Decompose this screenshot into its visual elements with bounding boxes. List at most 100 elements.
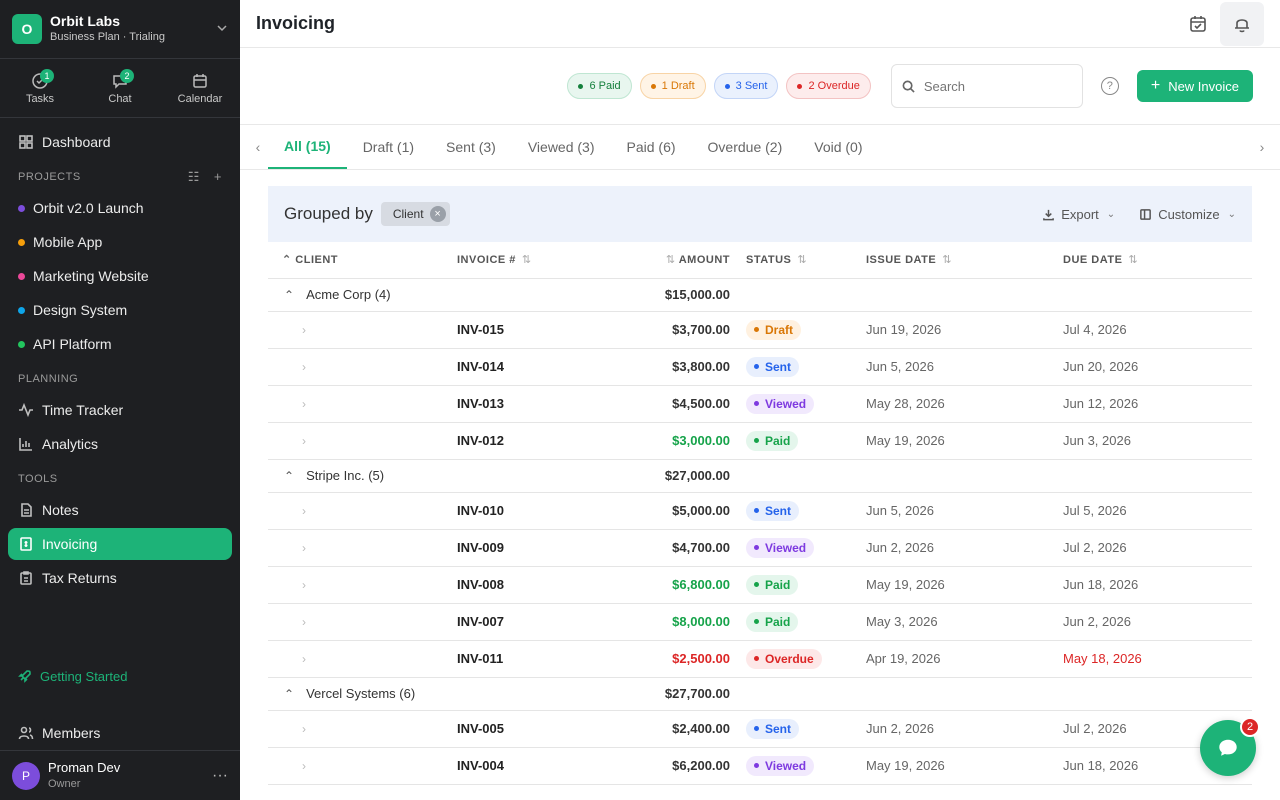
sidebar-item-project[interactable]: API Platform (8, 328, 232, 360)
sort-icon[interactable]: ⇅ (665, 254, 676, 267)
rocket-icon (18, 670, 31, 683)
more-icon[interactable]: ··· (212, 766, 228, 784)
getting-started-link[interactable]: Getting Started (8, 660, 232, 692)
chevron-up-icon[interactable]: ⌃ (284, 468, 295, 483)
tab-overdue[interactable]: Overdue (2) (707, 139, 783, 155)
chevron-right-icon[interactable]: › (302, 615, 306, 629)
table-row[interactable]: › INV-005 $2,400.00 Sent Jun 2, 2026 Jul 2, 2… (268, 710, 1252, 748)
quick-chat[interactable]: 2 Chat (80, 59, 160, 117)
summary-chip-draft[interactable]: 1 Draft (639, 73, 706, 99)
group-by-chip[interactable]: Client × (380, 202, 450, 226)
sidebar-item-time-tracker[interactable]: Time Tracker (8, 394, 232, 426)
chevron-down-icon: ⌄ (1106, 208, 1116, 220)
chevron-right-icon[interactable]: › (302, 722, 306, 736)
table-row[interactable]: › INV-010 $5,000.00 Sent Jun 5, 2026 Jul 5, 2… (268, 492, 1252, 530)
table-row[interactable]: › INV-012 $3,000.00 Paid May 19, 2026 Jun 3, … (268, 422, 1252, 460)
org-switcher[interactable]: O Orbit Labs Business Plan · Trialing (0, 0, 240, 59)
table-row[interactable]: › INV-004 $6,200.00 Viewed May 19, 2026 Jun 1… (268, 747, 1252, 785)
sort-icon[interactable]: ⇅ (521, 254, 532, 267)
search-input[interactable] (923, 78, 1064, 94)
bell-icon (1235, 18, 1249, 32)
sort-icon[interactable]: ⇅ (1128, 254, 1139, 267)
collapse-all-icon[interactable]: ⌃ (282, 254, 292, 267)
export-button[interactable]: Export ⌄ (1042, 207, 1115, 222)
status-dot (754, 619, 759, 624)
table-row[interactable]: › INV-007 $8,000.00 Paid May 3, 2026 Jun 2, 2… (268, 603, 1252, 641)
table-row[interactable]: › INV-008 $6,800.00 Paid May 19, 2026 Jun 18,… (268, 566, 1252, 604)
sidebar-item-analytics[interactable]: Analytics (8, 428, 232, 460)
sidebar-item-label: Analytics (42, 436, 99, 452)
issue-date: Jun 2, 2026 (866, 529, 1063, 567)
table-row[interactable]: › INV-013 $4,500.00 Viewed May 28, 2026 Jun 1… (268, 385, 1252, 423)
tab-draft[interactable]: Draft (1) (362, 139, 415, 155)
group-row[interactable]: ⌃ Stripe Inc. (5) $27,000.00 (268, 459, 1252, 493)
tab-all[interactable]: All (15) (268, 125, 347, 169)
group-row[interactable]: ⌃ Vercel Systems (6) $27,700.00 (268, 677, 1252, 711)
column-header-amount[interactable]: ⇅ AMOUNT (592, 242, 746, 279)
tab-paid[interactable]: Paid (6) (626, 139, 676, 155)
sidebar-item-dashboard[interactable]: Dashboard (8, 126, 232, 158)
table-row[interactable]: › INV-014 $3,800.00 Sent Jun 5, 2026 Jun 20, … (268, 348, 1252, 386)
group-total: $27,700.00 (592, 677, 746, 711)
due-date: Jun 12, 2026 (1063, 385, 1252, 423)
column-header-due-date[interactable]: DUE DATE ⇅ (1063, 242, 1252, 279)
chevron-right-icon[interactable]: › (302, 360, 306, 374)
chevron-right-icon[interactable]: › (302, 759, 306, 773)
sort-icon[interactable]: ⇅ (942, 254, 952, 267)
sort-icon[interactable]: ⇅ (797, 254, 808, 267)
sidebar-item-tax-returns[interactable]: Tax Returns (8, 562, 232, 594)
sidebar-item-project[interactable]: Mobile App (8, 226, 232, 258)
sidebar-item-project[interactable]: Marketing Website (8, 260, 232, 292)
chevron-right-icon[interactable]: › (302, 397, 306, 411)
column-header-invoice[interactable]: INVOICE # ⇅ (457, 242, 592, 279)
quick-tasks[interactable]: 1 Tasks (0, 59, 80, 117)
sidebar-item-project[interactable]: Design System (8, 294, 232, 326)
group-row[interactable]: ⌃ Acme Corp (4) $15,000.00 (268, 278, 1252, 312)
notifications-button[interactable] (1220, 1, 1264, 46)
sidebar-item-invoicing[interactable]: Invoicing (8, 528, 232, 560)
tabs-scroll-left-icon[interactable]: ‹ (255, 139, 261, 155)
project-dot (18, 306, 25, 314)
tab-viewed[interactable]: Viewed (3) (527, 139, 595, 155)
plus-icon[interactable]: + (213, 169, 222, 184)
issue-date: May 19, 2026 (866, 747, 1063, 785)
quick-calendar[interactable]: Calendar (160, 59, 240, 117)
calendar-icon (193, 73, 207, 88)
avatar: P (12, 761, 40, 790)
column-header-status[interactable]: STATUS ⇅ (746, 242, 866, 279)
help-icon[interactable]: ? (1100, 77, 1119, 95)
chevron-right-icon[interactable]: › (302, 323, 306, 337)
chevron-right-icon[interactable]: › (302, 578, 306, 592)
summary-chip-overdue[interactable]: 2 Overdue (786, 73, 871, 99)
sidebar-item-notes[interactable]: Notes (8, 494, 232, 526)
list-icon[interactable]: ☷ (187, 169, 200, 184)
chevron-right-icon[interactable]: › (302, 434, 306, 448)
column-header-issue-date[interactable]: ISSUE DATE ⇅ (866, 242, 1063, 279)
new-invoice-button[interactable]: + New Invoice (1136, 70, 1253, 102)
invoice-number: INV-013 (457, 385, 592, 423)
summary-chip-sent[interactable]: 3 Sent (713, 73, 779, 99)
search-box (890, 64, 1083, 108)
tab-void[interactable]: Void (0) (814, 139, 863, 155)
customize-button[interactable]: Customize ⌄ (1139, 207, 1236, 222)
column-header-client[interactable]: ⌃ CLIENT (268, 242, 457, 279)
user-profile[interactable]: P Proman Dev Owner ··· (0, 750, 240, 800)
chevron-up-icon[interactable]: ⌃ (284, 686, 295, 701)
group-by-field: Client (392, 207, 424, 221)
summary-chip-paid[interactable]: 6 Paid (567, 73, 632, 99)
chevron-right-icon[interactable]: › (302, 541, 306, 555)
tab-sent[interactable]: Sent (3) (446, 139, 496, 155)
chevron-right-icon[interactable]: › (302, 504, 306, 518)
chevron-up-icon[interactable]: ⌃ (284, 287, 295, 302)
sidebar-item-members[interactable]: Members (8, 717, 232, 749)
table-row[interactable]: › INV-015 $3,700.00 Draft Jun 19, 2026 Jul 4,… (268, 311, 1252, 349)
calendar-button[interactable] (1176, 2, 1220, 46)
close-icon[interactable]: × (429, 206, 446, 222)
table-row[interactable]: › INV-011 $2,500.00 Overdue Apr 19, 2026 May … (268, 640, 1252, 678)
table-row[interactable]: › INV-009 $4,700.00 Viewed Jun 2, 2026 Jul 2,… (268, 529, 1252, 567)
tabs-scroll-right-icon[interactable]: › (1259, 139, 1265, 155)
export-label: Export (1061, 206, 1099, 222)
sidebar-item-project[interactable]: Orbit v2.0 Launch (8, 192, 232, 224)
chevron-right-icon[interactable]: › (302, 652, 306, 666)
issue-date: Jun 19, 2026 (866, 311, 1063, 349)
